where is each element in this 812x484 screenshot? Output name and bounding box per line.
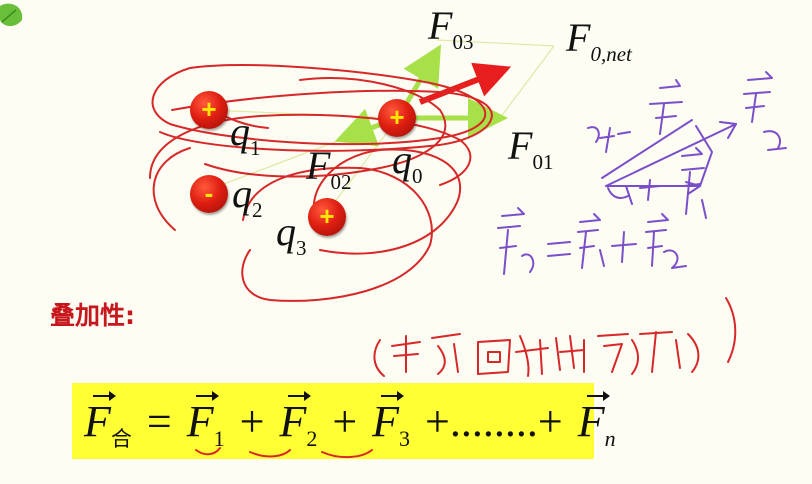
charge-q2: -: [190, 175, 228, 213]
label-f0net: F0,net: [566, 15, 632, 66]
charge-q1: +: [190, 91, 228, 129]
label-f02: F02: [306, 143, 352, 194]
handwritten-purple-notes: [497, 71, 787, 275]
label-f03: F03: [428, 3, 474, 54]
handwritten-red-loops: [149, 64, 737, 377]
charge-q3: +: [308, 198, 346, 236]
label-q1: q1: [230, 109, 261, 160]
label-q3: q3: [276, 209, 307, 260]
formula-highlight: F合 = F1 + F2 + F3 +........+ Fn: [72, 383, 616, 459]
label-q2: q2: [232, 171, 263, 222]
label-q0: q0: [392, 137, 423, 188]
superposition-heading: 叠加性:: [50, 301, 135, 330]
label-f01: F01: [508, 123, 554, 174]
leaf-icon: [0, 3, 23, 27]
charge-q0: +: [378, 99, 416, 137]
net-force-arrow: [418, 62, 512, 105]
superposition-formula: F合 = F1 + F2 + F3 +........+ Fn: [84, 391, 616, 451]
